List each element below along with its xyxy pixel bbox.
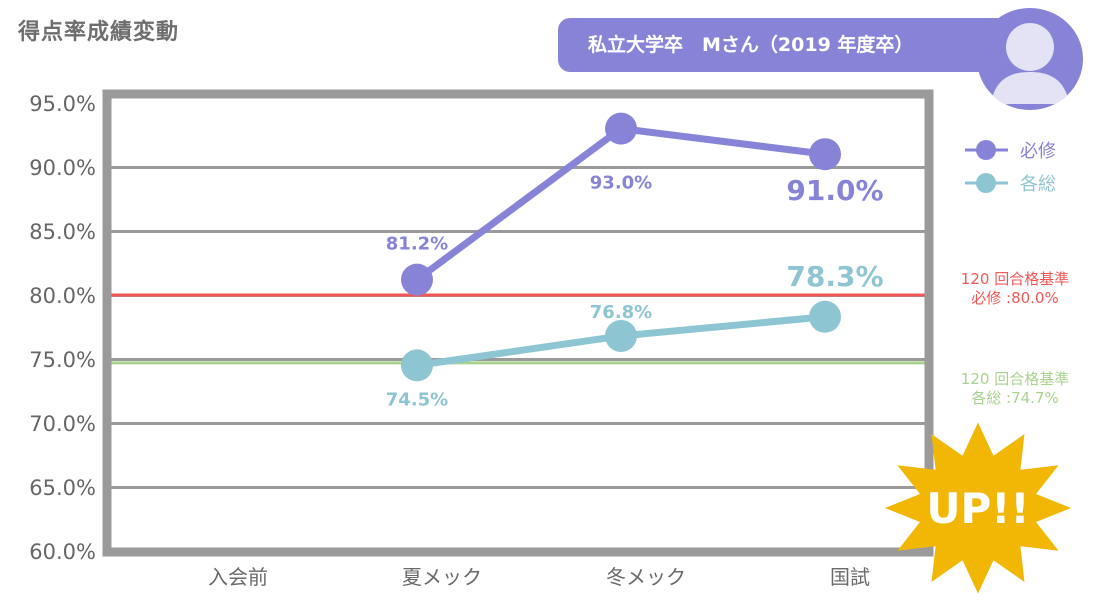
profile-banner: 私立大学卒 Mさん（2019 年度卒） [558,18,1028,72]
data-label: 93.0% [590,173,652,194]
y-tick-label: 70.0% [29,412,96,436]
legend-marker [976,140,996,160]
data-point [809,138,841,171]
y-tick-label: 75.0% [29,348,96,372]
legend-label: 必修 [1020,141,1056,162]
avatar-head [1006,23,1054,71]
y-axis-ticks: 60.0% 65.0% 70.0% 75.0% 80.0% 85.0% 90.0% 95.0% [29,92,96,564]
data-label: 78.3% [786,260,883,293]
legend-label: 各総 [1020,174,1056,195]
user-avatar-icon [977,8,1083,110]
data-point [401,349,433,382]
up-badge-label: UP!! [926,484,1029,533]
data-label: 91.0% [786,174,883,207]
reference-value-label: 必修 :80.0% [971,289,1058,307]
data-point [605,319,637,352]
x-axis-ticks: 入会前 夏メック 冬メック 国試 [208,565,870,589]
reference-value-label: 各総 :74.7% [971,389,1058,407]
series: 81.2% 93.0% 91.0% 74.5% 76.8% 78.3% [386,112,884,410]
y-tick-label: 60.0% [29,540,96,564]
y-tick-label: 80.0% [29,284,96,308]
reference-label: 120 回合格基準 [961,370,1069,388]
y-tick-label: 85.0% [29,220,96,244]
data-point [605,112,637,145]
starburst-icon [884,422,1072,594]
data-point [401,263,433,296]
y-tick-label: 90.0% [29,156,96,180]
reference-label: 120 回合格基準 [961,270,1069,288]
y-tick-label: 65.0% [29,476,96,500]
x-tick-label: 入会前 [208,565,268,589]
series-line-必修 [414,125,826,283]
page-title: 得点率成績変動 [18,20,180,45]
data-label: 81.2% [386,234,448,255]
x-tick-label: 国試 [830,565,870,589]
data-point [809,300,841,333]
up-badge: UP!! [884,422,1072,594]
x-tick-label: 冬メック [606,565,686,589]
plot-frame [102,89,934,557]
y-tick-label: 95.0% [29,92,96,116]
gridlines [107,166,929,489]
avatar-body [991,72,1069,104]
legend-marker [976,173,996,193]
data-label: 76.8% [590,302,652,323]
x-tick-label: 夏メック [402,565,482,589]
data-label: 74.5% [386,389,448,410]
